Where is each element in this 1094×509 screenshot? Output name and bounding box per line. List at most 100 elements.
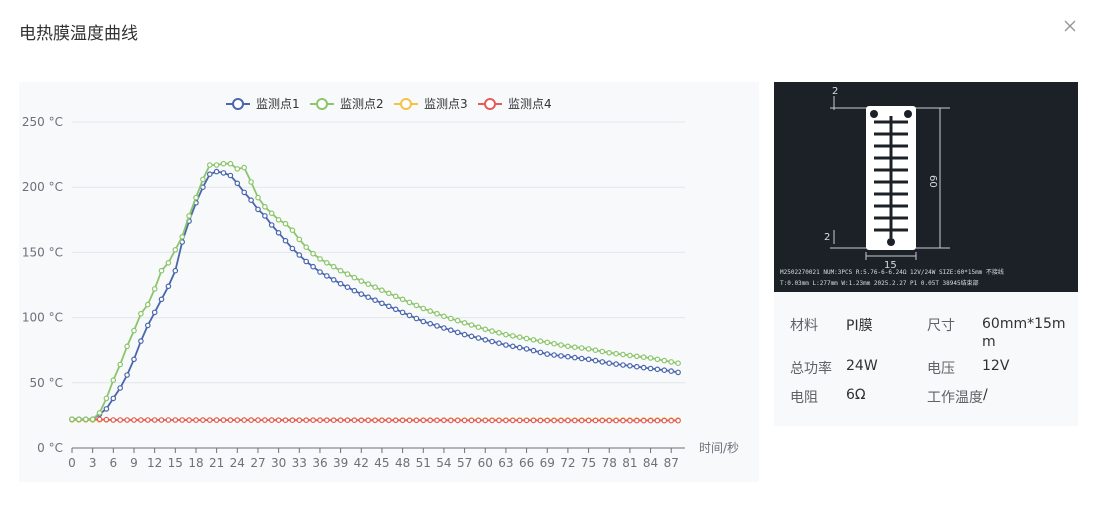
- data-point: [303, 244, 310, 251]
- data-point: [145, 322, 151, 329]
- data-point: [110, 395, 117, 402]
- legend-marker[interactable]: [484, 98, 496, 110]
- data-point: [179, 234, 186, 240]
- spec-label-power: 总功率: [790, 361, 832, 377]
- data-point: [365, 417, 372, 424]
- legend-label[interactable]: 监测点2: [340, 97, 384, 111]
- x-tick-label: 69: [540, 456, 555, 470]
- data-point: [234, 417, 241, 423]
- x-tick-label: 54: [436, 456, 451, 470]
- data-point: [496, 417, 502, 424]
- data-point: [110, 417, 117, 423]
- data-point: [392, 417, 399, 424]
- legend-label[interactable]: 监测点3: [424, 97, 468, 111]
- data-point: [530, 347, 537, 354]
- x-tick-label: 9: [130, 456, 138, 470]
- data-point: [475, 324, 482, 331]
- x-tick-label: 87: [664, 456, 679, 470]
- data-point: [392, 293, 399, 300]
- data-point: [124, 417, 130, 423]
- dim-bottom-label: 2: [824, 232, 830, 243]
- data-point: [317, 417, 323, 424]
- data-point: [647, 365, 654, 372]
- data-point: [675, 360, 681, 367]
- legend-marker[interactable]: [400, 98, 412, 110]
- data-point: [186, 417, 192, 423]
- data-point: [496, 340, 502, 347]
- data-point: [207, 171, 213, 178]
- data-point: [447, 315, 454, 322]
- data-point: [138, 417, 144, 423]
- x-tick-label: 36: [312, 456, 327, 470]
- spec-value-working-temp: /: [983, 387, 988, 403]
- x-tick-label: 45: [374, 456, 389, 470]
- data-point: [172, 247, 179, 253]
- data-point: [358, 278, 365, 284]
- data-point: [262, 417, 268, 423]
- data-point: [565, 343, 571, 350]
- data-point: [103, 406, 110, 412]
- legend-label[interactable]: 监测点4: [508, 97, 552, 111]
- legend-label[interactable]: 监测点1: [256, 97, 300, 111]
- data-point: [599, 348, 606, 355]
- data-point: [186, 213, 192, 219]
- caption-line-1: M2502270021 NUM:3PCS R:5.76-6-6.24Ω 12V/…: [780, 268, 1004, 276]
- legend-marker[interactable]: [316, 98, 328, 110]
- data-point: [310, 263, 316, 270]
- data-point: [337, 417, 344, 424]
- data-point: [434, 310, 440, 317]
- data-point: [193, 194, 199, 201]
- data-point: [599, 417, 606, 424]
- data-point: [330, 417, 337, 424]
- data-point: [268, 210, 275, 217]
- data-point: [83, 416, 89, 423]
- data-point: [551, 417, 557, 424]
- data-point: [241, 164, 248, 171]
- data-point: [76, 416, 82, 423]
- data-point: [165, 260, 172, 266]
- data-point: [406, 417, 413, 424]
- data-point: [537, 338, 544, 344]
- data-point: [571, 354, 578, 361]
- x-tick-label: 51: [416, 456, 431, 470]
- data-point: [282, 417, 289, 424]
- x-tick-label: 30: [271, 456, 286, 470]
- data-point: [454, 417, 461, 424]
- data-point: [310, 417, 316, 424]
- data-point: [399, 296, 406, 303]
- data-point: [303, 258, 310, 265]
- data-point: [475, 417, 482, 424]
- data-point: [571, 344, 578, 351]
- data-point: [592, 347, 599, 354]
- dim-height-label: 60: [927, 175, 938, 188]
- data-point: [138, 310, 144, 317]
- data-point: [275, 230, 282, 236]
- data-point: [323, 273, 330, 279]
- data-point: [310, 250, 316, 257]
- x-tick-label: 75: [581, 456, 596, 470]
- data-point: [489, 417, 495, 424]
- data-point: [289, 227, 296, 234]
- data-point: [234, 166, 241, 172]
- close-icon[interactable]: [1060, 16, 1080, 36]
- legend-marker[interactable]: [232, 98, 244, 110]
- data-point: [620, 417, 626, 424]
- x-tick-label: 66: [519, 456, 534, 470]
- x-tick-label: 18: [188, 456, 203, 470]
- x-tick-label: 33: [292, 456, 307, 470]
- data-point: [131, 327, 137, 334]
- data-point: [496, 330, 502, 336]
- data-point: [503, 342, 509, 348]
- spec-label-size: 尺寸: [927, 318, 955, 334]
- temperature-chart-panel: 0 °C 50 °C 100 °C 150 °C 200 °C 250 °C 0 3 6 9 12 1…: [19, 82, 759, 482]
- data-point: [344, 284, 351, 291]
- data-point: [420, 318, 427, 325]
- data-point: [633, 353, 640, 360]
- data-point: [379, 300, 385, 307]
- spec-value-resistance: 6Ω: [846, 387, 866, 403]
- data-point: [654, 366, 661, 373]
- data-point: [654, 417, 661, 424]
- spec-value-voltage: 12V: [982, 358, 1010, 374]
- data-point: [117, 385, 124, 391]
- data-point: [640, 417, 647, 424]
